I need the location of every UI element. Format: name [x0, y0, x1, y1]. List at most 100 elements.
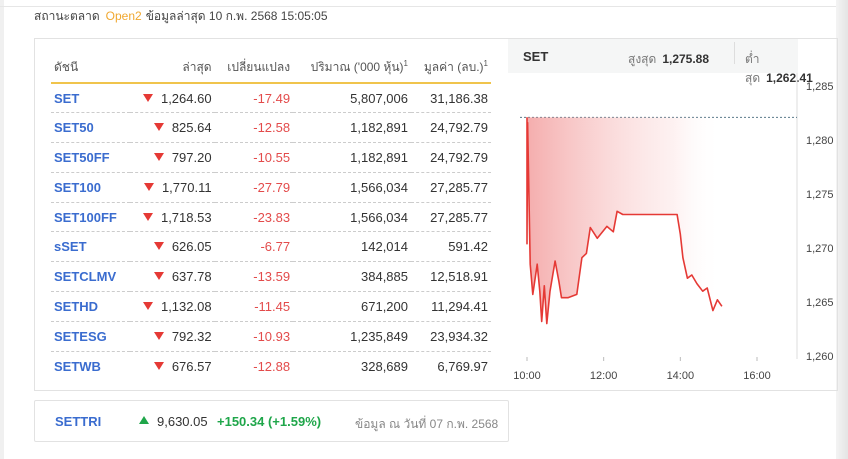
index-name[interactable]: SET [51, 83, 130, 114]
change-cell: -17.49 [214, 83, 294, 114]
table-row[interactable]: SET 1,264.60 -17.49 5,807,006 31,186.38 [51, 83, 491, 114]
change-cell: -10.55 [214, 142, 294, 173]
index-name[interactable]: SETCLMV [51, 261, 130, 293]
table-row[interactable]: SET50 825.64 -12.58 1,182,891 24,792.79 [51, 112, 491, 144]
change-cell: -11.45 [214, 291, 294, 322]
y-tick-label: 1,260 [806, 351, 834, 363]
last-cell: 626.05 [129, 231, 215, 263]
x-tick-label: 14:00 [667, 370, 695, 382]
index-name[interactable]: SETESG [51, 321, 130, 352]
table-row[interactable]: SETESG 792.32 -10.93 1,235,849 23,934.32 [51, 321, 491, 352]
x-tick-label: 16:00 [743, 370, 771, 382]
low: ต่ำสุด 1,262.41 [734, 42, 813, 85]
last-cell: 676.57 [130, 351, 215, 381]
last-value: 1,718.53 [160, 209, 212, 225]
volume-cell: 671,200 [293, 291, 411, 322]
index-name[interactable]: SET100FF [51, 202, 130, 233]
table-row[interactable]: SET100FF 1,718.53 -23.83 1,566,034 27,28… [51, 202, 491, 233]
volume-cell: 5,807,006 [293, 83, 411, 114]
table-row[interactable]: SETHD 1,132.08 -11.45 671,200 11,294.41 [51, 291, 491, 322]
x-tick-label: 10:00 [513, 370, 541, 382]
last-cell: 1,264.60 [129, 83, 215, 114]
y-tick-label: 1,285 [806, 81, 834, 93]
last-cell: 797.20 [129, 142, 215, 173]
market-status: สถานะตลาด Open2 ข้อมูลล่าสุด 10 ก.พ. 2568 … [34, 7, 328, 26]
high-label: สูงสุด [628, 52, 657, 66]
last-value: 637.78 [171, 269, 212, 285]
last-value: 626.05 [171, 239, 212, 255]
table-row[interactable]: SETWB 676.57 -12.88 328,689 6,769.97 [51, 351, 491, 381]
col-value-label: มูลค่า (ลบ.) [423, 60, 484, 74]
chart-symbol: SET [523, 49, 549, 64]
last-value: 1,264.60 [160, 90, 212, 106]
col-last: ล่าสุด [129, 53, 215, 84]
change-cell: -10.93 [214, 321, 294, 352]
last-value: 1,770.11 [161, 179, 212, 195]
footnote: 1 [403, 59, 408, 68]
index-name[interactable]: SETHD [51, 291, 130, 322]
high-value: 1,275.88 [662, 52, 710, 66]
y-tick-label: 1,270 [806, 243, 834, 255]
index-name[interactable]: SETWB [54, 358, 101, 374]
triangle-down-icon [153, 361, 164, 370]
triangle-down-icon [142, 212, 153, 221]
last-value: 825.64 [171, 120, 212, 136]
col-volume: ปริมาณ ('000 หุ้น)1 [293, 53, 411, 84]
value-cell: 27,285.77 [411, 202, 491, 233]
change-cell: -27.79 [214, 172, 294, 203]
triangle-down-icon [153, 242, 164, 251]
value-cell: 27,285.77 [411, 172, 491, 203]
triangle-down-icon [142, 301, 153, 310]
price-line [526, 117, 723, 325]
index-name[interactable]: SET100 [51, 172, 130, 203]
market-status-value: Open2 [105, 9, 142, 23]
volume-cell: 1,182,891 [293, 142, 411, 173]
scrollbar[interactable] [836, 0, 848, 459]
triangle-down-icon [143, 182, 154, 191]
index-name[interactable]: sSET [51, 231, 130, 263]
table-row[interactable]: SETCLMV 637.78 -13.59 384,885 12,518.91 [51, 261, 491, 293]
settri-change: +150.34 (+1.59%) [217, 414, 322, 429]
col-value: มูลค่า (ลบ.)1 [411, 53, 491, 84]
chart-panel: SET สูงสุด 1,275.88 ต่ำสุด 1,262.41 1,260 1… [508, 38, 838, 391]
triangle-down-icon [153, 272, 164, 281]
triangle-down-icon [153, 331, 164, 340]
left-edge [0, 0, 4, 459]
last-cell: 637.78 [129, 261, 215, 293]
volume-cell: 384,885 [293, 261, 411, 293]
last-updated: ข้อมูลล่าสุด 10 ก.พ. 2568 15:05:05 [145, 9, 328, 23]
volume-cell: 1,235,849 [293, 321, 411, 352]
settri-last: 9,630.05 [157, 414, 208, 429]
volume-cell: 1,566,034 [293, 202, 411, 233]
volume-cell: 328,689 [361, 358, 408, 374]
chart-header: SET สูงสุด 1,275.88 ต่ำสุด 1,262.41 [508, 39, 813, 85]
last-cell: 825.64 [129, 112, 215, 144]
col-volume-label: ปริมาณ ('000 หุ้น) [310, 60, 404, 74]
value-cell: 11,294.41 [411, 291, 491, 322]
value-cell: 591.42 [411, 231, 491, 263]
last-value: 1,132.08 [160, 298, 212, 314]
last-cell: 1,770.11 [129, 172, 215, 203]
divider [0, 6, 836, 7]
index-name[interactable]: SET50 [51, 112, 130, 144]
value-cell: 24,792.79 [411, 112, 491, 144]
value-cell: 31,186.38 [411, 83, 491, 114]
value-cell: 6,769.97 [437, 358, 488, 374]
settri-as-of: ข้อมูล ณ วันที่ 07 ก.พ. 2568 [355, 417, 499, 431]
triangle-down-icon [153, 152, 164, 161]
volume-cell: 1,182,891 [293, 112, 411, 144]
area-fill [527, 117, 722, 324]
y-tick-label: 1,265 [806, 297, 834, 309]
volume-cell: 1,566,034 [293, 172, 411, 203]
table-row[interactable]: SET50FF 797.20 -10.55 1,182,891 24,792.7… [51, 142, 491, 173]
high: สูงสุด 1,275.88 [628, 50, 709, 69]
index-name[interactable]: SET50FF [51, 142, 130, 173]
last-value: 676.57 [171, 358, 212, 374]
change-cell: -23.83 [214, 202, 294, 233]
settri-name[interactable]: SETTRI [55, 414, 102, 429]
table-row[interactable]: sSET 626.05 -6.77 142,014 591.42 [51, 231, 491, 263]
last-value: 797.20 [171, 149, 212, 165]
table-row[interactable]: SET100 1,770.11 -27.79 1,566,034 27,285.… [51, 172, 491, 203]
index-table: ดัชนี ล่าสุด เปลี่ยนแปลง ปริมาณ ('000 หุ… [51, 53, 491, 381]
settri-box: SETTRI 9,630.05 +150.34 (+1.59%) ข้อมูล … [34, 400, 509, 442]
